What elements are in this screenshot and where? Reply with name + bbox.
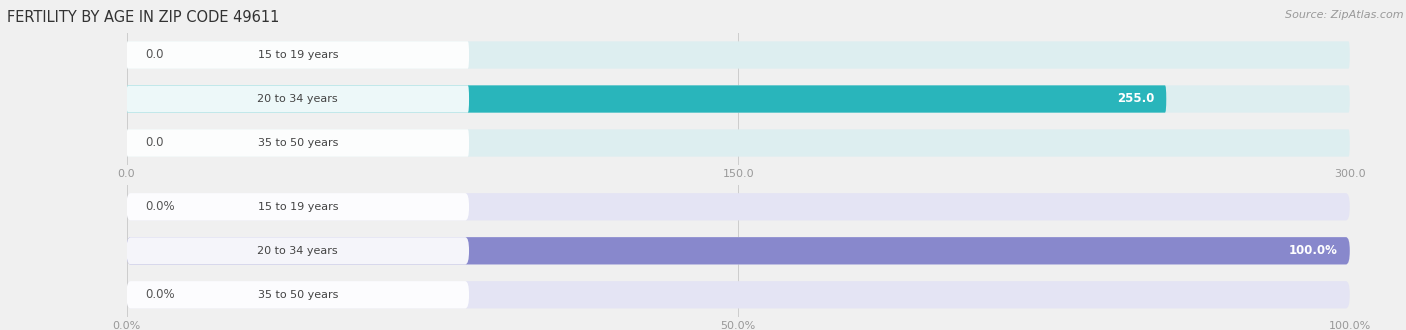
Text: 15 to 19 years: 15 to 19 years [257,50,337,60]
FancyBboxPatch shape [127,85,1167,113]
FancyBboxPatch shape [127,193,470,220]
Text: 15 to 19 years: 15 to 19 years [257,202,337,212]
Text: Source: ZipAtlas.com: Source: ZipAtlas.com [1285,10,1403,20]
FancyBboxPatch shape [127,193,1350,220]
FancyBboxPatch shape [127,41,470,69]
Text: 0.0: 0.0 [145,49,163,61]
FancyBboxPatch shape [127,237,1350,264]
Text: 20 to 34 years: 20 to 34 years [257,246,337,256]
Text: 0.0%: 0.0% [145,288,174,301]
FancyBboxPatch shape [127,281,1350,309]
FancyBboxPatch shape [127,41,1350,69]
FancyBboxPatch shape [127,129,470,157]
Text: 20 to 34 years: 20 to 34 years [257,94,337,104]
Text: 0.0: 0.0 [145,137,163,149]
Text: 0.0%: 0.0% [145,200,174,213]
FancyBboxPatch shape [127,85,1350,113]
Text: 35 to 50 years: 35 to 50 years [257,290,337,300]
Text: 255.0: 255.0 [1116,92,1154,106]
Text: 35 to 50 years: 35 to 50 years [257,138,337,148]
FancyBboxPatch shape [127,237,470,264]
FancyBboxPatch shape [127,85,470,113]
FancyBboxPatch shape [127,129,1350,157]
Text: FERTILITY BY AGE IN ZIP CODE 49611: FERTILITY BY AGE IN ZIP CODE 49611 [7,10,280,25]
FancyBboxPatch shape [127,237,1350,264]
FancyBboxPatch shape [127,281,470,309]
Text: 100.0%: 100.0% [1289,244,1337,257]
